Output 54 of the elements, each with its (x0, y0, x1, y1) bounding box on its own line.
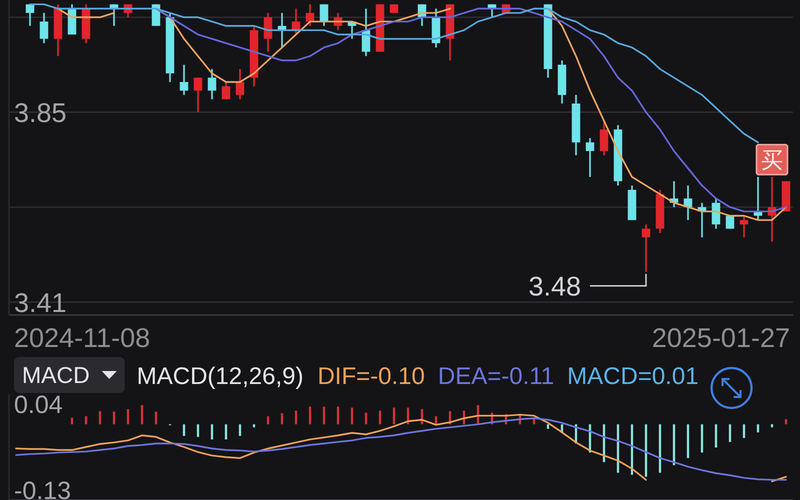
bar (238, 424, 242, 436)
candlestick (26, 4, 34, 27)
candlestick (40, 12, 48, 44)
text: 2025-01-27 (652, 323, 790, 353)
bar (84, 416, 88, 424)
bar (784, 419, 788, 424)
candlestick (600, 120, 608, 156)
bar (546, 424, 550, 429)
candlestick (194, 76, 202, 113)
bar (210, 424, 214, 440)
data-label: 买 (761, 148, 783, 173)
bar (700, 424, 704, 453)
bar (392, 408, 396, 424)
bar (378, 410, 382, 424)
bar (336, 406, 340, 424)
series-label: DEA=-0.11 (438, 363, 554, 390)
candlestick (208, 68, 216, 100)
bar (728, 424, 732, 442)
bar (182, 424, 186, 436)
candlestick (222, 81, 230, 100)
bar (70, 418, 74, 424)
bar (686, 424, 690, 458)
bar (196, 424, 200, 437)
chart-title: MACD(12,26,9) (136, 363, 304, 390)
candlestick (236, 68, 244, 100)
text: 2024-11-08 (14, 323, 150, 353)
bar (308, 406, 312, 424)
candlestick (180, 64, 188, 96)
y-tick-label: 3.85 (14, 98, 67, 128)
y-tick-label: 0.04 (14, 391, 63, 420)
y-tick-label: -0.13 (14, 476, 71, 500)
annotation: 3.48 (528, 272, 581, 302)
bar (350, 408, 354, 424)
bar (714, 424, 718, 448)
bar (224, 424, 228, 440)
bar (280, 413, 284, 424)
bar (294, 410, 298, 424)
candlestick (740, 214, 748, 238)
candlestick (642, 224, 650, 273)
candlestick (586, 137, 594, 178)
text: MACD (22, 362, 90, 388)
bar (364, 412, 368, 424)
bar (756, 424, 760, 432)
bar (98, 411, 102, 424)
bar (126, 409, 130, 424)
bar (154, 412, 158, 424)
y-tick-label: 3.41 (14, 288, 67, 318)
series-label: MACD=0.01 (567, 363, 699, 390)
bar (742, 424, 746, 438)
bar (140, 405, 144, 424)
bar (112, 412, 116, 424)
bar (322, 406, 326, 424)
series-label: DIF=-0.10 (317, 363, 425, 390)
bar (266, 416, 270, 424)
